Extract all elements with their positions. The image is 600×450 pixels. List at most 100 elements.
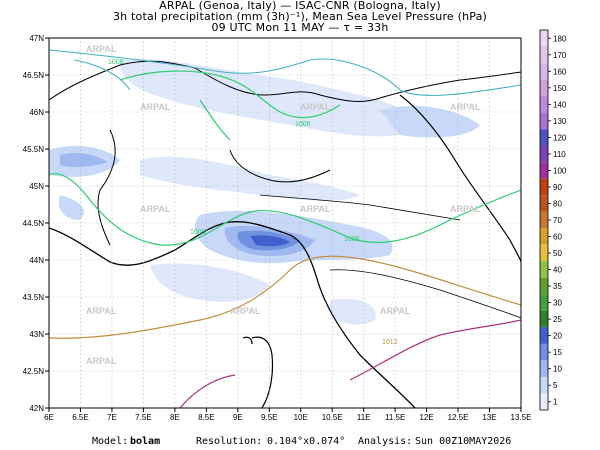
watermark: ARPAL	[86, 356, 117, 366]
longitude-tick-label: 12E	[419, 413, 433, 422]
colorbar-swatch	[540, 261, 548, 278]
latitude-tick-label: 42.5N	[23, 367, 45, 376]
colorbar-swatch	[540, 393, 548, 410]
colorbar-swatch	[540, 162, 548, 179]
watermark: ARPAL	[140, 204, 171, 214]
longitude-tick-label: 7.5E	[135, 413, 151, 422]
longitude-labels: 6E 6.5E 7E 7.5E 8E 8.5E 9E 9.5E 10E 10.5E 11E 11.5E…	[44, 408, 531, 422]
latitude-tick-label: 45N	[29, 182, 44, 191]
colorbar-label: 100	[553, 166, 567, 175]
isobar-label: 1008	[344, 236, 360, 243]
colorbar-label: 160	[553, 67, 567, 76]
colorbar-swatch	[540, 211, 548, 229]
colorbar-frame	[539, 29, 549, 411]
colorbar-swatch	[540, 244, 548, 262]
watermark: ARPAL	[86, 44, 117, 54]
coastlines-borders	[49, 60, 521, 408]
colorbar-label: 150	[553, 84, 567, 93]
latitude-tick-label: 43N	[29, 330, 44, 339]
colorbar-label: 120	[553, 133, 567, 142]
colorbar-swatch	[540, 228, 548, 245]
longitude-tick-label: 6E	[44, 413, 54, 422]
resolution-label: Resolution:	[196, 436, 263, 447]
longitude-tick-label: 11.5E	[385, 413, 405, 422]
colorbar-swatch	[540, 112, 548, 130]
colorbar-label: 35	[553, 282, 562, 291]
watermark: ARPAL	[230, 306, 261, 316]
latitude-tick-label: 44N	[29, 256, 44, 265]
isobar-labels: 1008 1008 1008 1008 1012	[108, 59, 398, 346]
watermark: ARPAL	[300, 204, 331, 214]
watermark: ARPAL	[86, 306, 117, 316]
longitude-tick-label: 9E	[233, 413, 243, 422]
latitude-tick-label: 46N	[29, 108, 44, 117]
colorbar-swatch	[540, 129, 548, 146]
isobar-label: 1012	[382, 339, 398, 346]
model-value: bolam	[130, 436, 161, 447]
colorbar-swatch	[540, 145, 548, 163]
colorbar-swatch	[540, 63, 548, 80]
colorbar-label: 1	[553, 398, 558, 407]
longitude-tick-label: 8.5E	[198, 413, 214, 422]
longitude-tick-label: 10E	[294, 413, 308, 422]
title-line-1: ARPAL (Genoa, Italy) — ISAC-CNR (Bologna…	[159, 0, 441, 12]
colorbar-label: 140	[553, 100, 567, 109]
colorbar-swatch	[540, 277, 548, 295]
colorbar-label: 30	[553, 299, 562, 308]
colorbar-label: 15	[553, 348, 562, 357]
analysis-label: Analysis:	[358, 436, 413, 447]
precipitation-field	[49, 58, 480, 325]
longitude-tick-label: 7E	[107, 413, 117, 422]
longitude-tick-label: 13.5E	[511, 413, 532, 422]
isobars	[49, 49, 521, 408]
longitude-tick-label: 13E	[482, 413, 496, 422]
colorbar-swatch	[540, 46, 548, 64]
colorbar-label: 50	[553, 249, 562, 258]
colorbar-swatch	[540, 294, 548, 311]
watermark: ARPAL	[450, 102, 481, 112]
title-line-3: 09 UTC Mon 11 MAY — τ = 33h	[211, 21, 389, 34]
longitude-tick-label: 10.5E	[322, 413, 343, 422]
title-line-2: 3h total precipitation (mm (3h)⁻¹), Mean…	[112, 10, 488, 23]
colorbar-label: 20	[553, 332, 562, 341]
colorbar-swatch	[540, 79, 548, 97]
latitude-tick-label: 47N	[29, 34, 44, 43]
colorbar-label: 70	[553, 216, 562, 225]
isobar-label: 1008	[295, 121, 311, 128]
colorbar-label: 130	[553, 117, 567, 126]
watermark: ARPAL	[140, 102, 171, 112]
latitude-tick-label: 45.5N	[23, 145, 45, 154]
colorbar-swatch	[540, 376, 548, 394]
latitude-tick-label: 46.5N	[23, 71, 45, 80]
resolution-value: 0.104°x0.074°	[267, 436, 346, 447]
longitude-tick-label: 6.5E	[72, 413, 88, 422]
colorbar-label: 5	[553, 381, 558, 390]
analysis-value: Sun 00Z10MAY2026	[415, 436, 512, 447]
colorbar-label: 170	[553, 51, 567, 60]
colorbar-label: 10	[553, 365, 562, 374]
colorbar-label: 80	[553, 199, 562, 208]
colorbar-swatch	[540, 343, 548, 361]
latitude-tick-label: 42N	[29, 404, 44, 413]
colorbar-swatch	[540, 178, 548, 196]
latitude-tick-label: 44.5N	[23, 219, 45, 228]
colorbar-label: 110	[553, 150, 566, 159]
colorbar-swatch	[540, 360, 548, 377]
colorbar-swatch	[540, 310, 548, 328]
colorbar-swatch	[540, 327, 548, 344]
colorbar-label: 25	[553, 315, 562, 324]
colorbar-swatch	[540, 195, 548, 212]
isobar-label: 1008	[190, 229, 206, 236]
longitude-tick-label: 9.5E	[261, 413, 277, 422]
model-label: Model:	[92, 436, 129, 447]
colorbar-swatch	[540, 96, 548, 113]
latitude-tick-label: 43.5N	[23, 293, 45, 302]
watermark: ARPAL	[450, 204, 481, 214]
colorbar-label: 60	[553, 233, 562, 242]
longitude-tick-label: 8E	[170, 413, 180, 422]
isobar-label: 1008	[108, 59, 124, 66]
precipitation-colorbar: 1801701601501401301201101009080706050403…	[539, 29, 567, 411]
colorbar-label: 90	[553, 183, 562, 192]
watermark: ARPAL	[300, 102, 331, 112]
